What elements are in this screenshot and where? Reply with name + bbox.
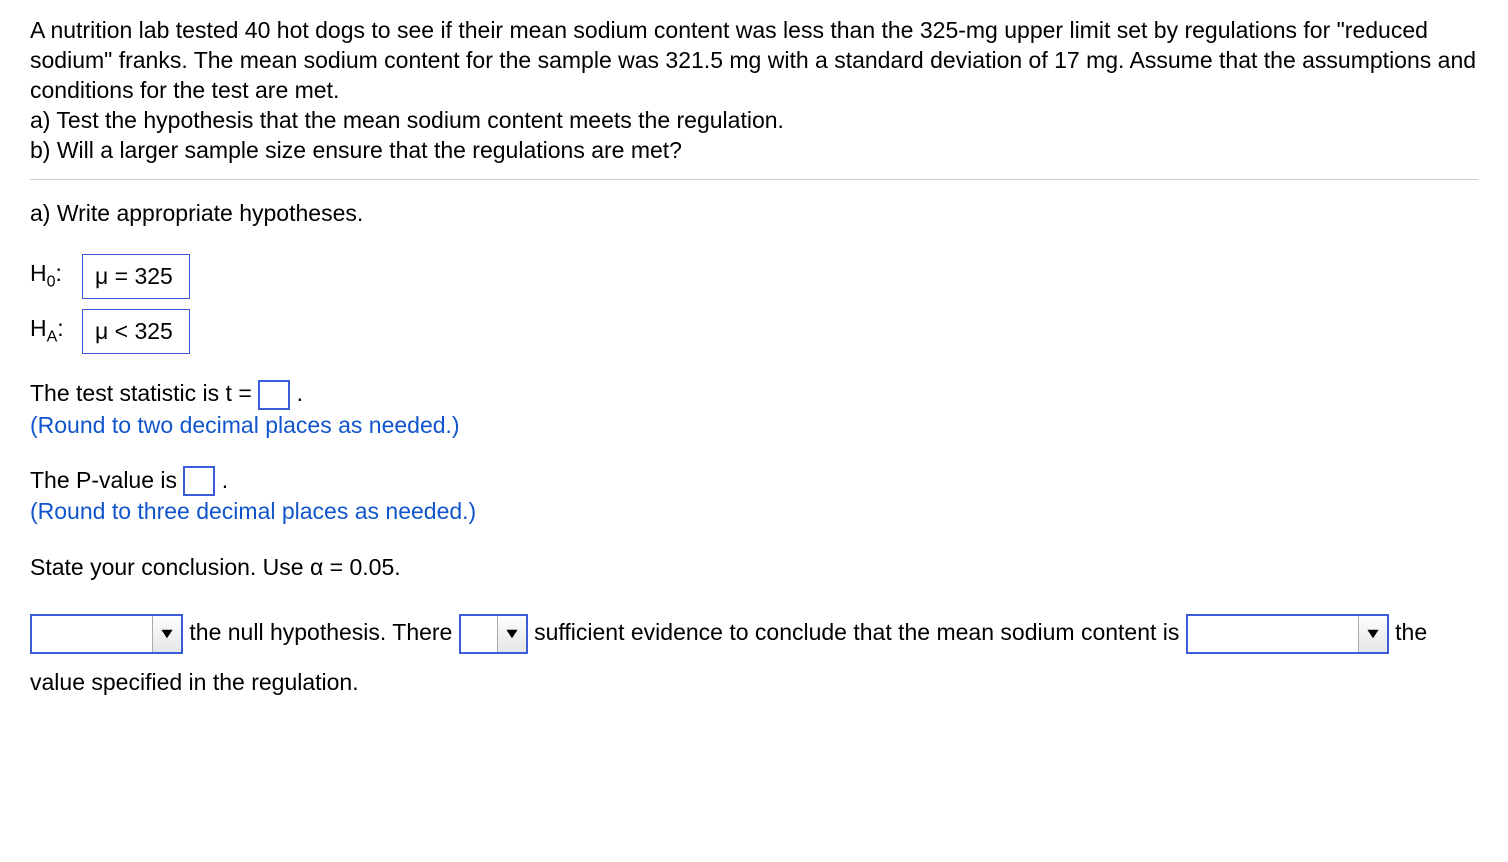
conclusion-sentence: the null hypothesis. There sufficient ev… <box>30 607 1478 708</box>
pval-after: . <box>222 467 228 493</box>
pvalue-block: The P-value is . (Round to three decimal… <box>30 465 1478 528</box>
problem-statement: A nutrition lab tested 40 hot dogs to se… <box>30 16 1478 165</box>
concl-seg2: sufficient evidence to conclude that the… <box>534 619 1186 645</box>
tstat-after: . <box>297 380 303 406</box>
chevron-down-icon <box>1358 616 1387 652</box>
tstat-input[interactable] <box>258 380 290 410</box>
tstat-before: The test statistic is t = <box>30 380 258 406</box>
h0-label: H0: <box>30 258 82 293</box>
reject-dropdown[interactable] <box>30 614 183 654</box>
problem-part-b: b) Will a larger sample size ensure that… <box>30 137 682 163</box>
section-divider <box>30 179 1478 180</box>
evidence-dropdown[interactable] <box>459 614 528 654</box>
tstat-block: The test statistic is t = . (Round to tw… <box>30 378 1478 441</box>
chevron-down-icon <box>152 616 181 652</box>
h0-value-box[interactable]: μ = 325 <box>82 254 190 299</box>
alt-hypothesis-row: HA: μ < 325 <box>30 309 1478 354</box>
ha-label: HA: <box>30 313 82 348</box>
null-hypothesis-row: H0: μ = 325 <box>30 254 1478 299</box>
concl-seg1: the null hypothesis. There <box>189 619 458 645</box>
problem-part-a: a) Test the hypothesis that the mean sod… <box>30 107 784 133</box>
pval-before: The P-value is <box>30 467 183 493</box>
hypotheses-prompt: a) Write appropriate hypotheses. <box>30 198 1478 229</box>
tstat-hint: (Round to two decimal places as needed.) <box>30 412 460 438</box>
pvalue-input[interactable] <box>183 466 215 496</box>
ha-value-box[interactable]: μ < 325 <box>82 309 190 354</box>
hypotheses-block: H0: μ = 325 HA: μ < 325 <box>30 254 1478 354</box>
comparison-dropdown[interactable] <box>1186 614 1389 654</box>
chevron-down-icon <box>497 616 526 652</box>
problem-intro: A nutrition lab tested 40 hot dogs to se… <box>30 17 1476 103</box>
pval-hint: (Round to three decimal places as needed… <box>30 498 476 524</box>
conclusion-prompt: State your conclusion. Use α = 0.05. <box>30 552 1478 583</box>
